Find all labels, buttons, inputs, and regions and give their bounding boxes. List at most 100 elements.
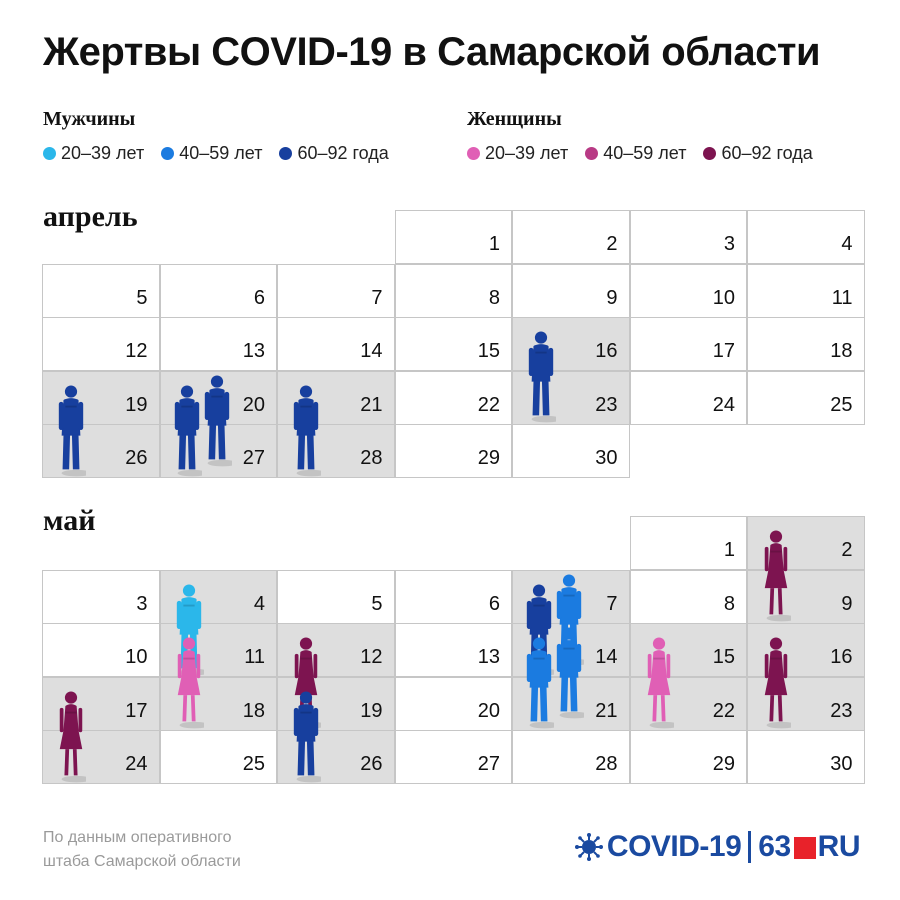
death-figure-icon: [172, 383, 208, 482]
legend-label: 20–39 лет: [61, 143, 145, 163]
calendar-day-cell: 23: [747, 676, 865, 731]
day-number: 20: [477, 699, 500, 722]
day-number: 14: [360, 340, 383, 362]
calendar-day-cell: 8: [394, 263, 512, 318]
calendar-day-cell: 18: [747, 317, 865, 371]
day-number: 23: [830, 699, 853, 722]
brand-logo: COVID-19 63 RU: [574, 830, 861, 864]
day-number: 7: [606, 592, 618, 615]
day-number: 16: [595, 340, 618, 362]
calendar-day-cell: 1: [629, 516, 747, 570]
day-number: 8: [723, 592, 735, 615]
calendar-day-cell: 7: [277, 263, 395, 318]
legend-item-women-40-59: 40–59 лет: [585, 143, 686, 164]
legend-dot-icon: [279, 147, 293, 160]
calendar-day-cell: 22: [394, 370, 512, 425]
day-number: 24: [125, 753, 148, 775]
death-figure-icon: [202, 373, 238, 472]
day-number: 22: [712, 699, 735, 722]
calendar-day-cell: 20: [394, 676, 512, 731]
legend-item-women-20-39: 20–39 лет: [467, 143, 568, 164]
day-number: 15: [712, 646, 735, 668]
day-number: 17: [712, 340, 735, 362]
calendar-day-cell: 15: [394, 317, 512, 371]
calendar-day-cell: 28: [512, 730, 630, 784]
calendar-day-cell: 29: [629, 730, 747, 784]
calendar-day-cell: 12: [42, 317, 160, 371]
day-number: 4: [841, 233, 853, 255]
calendar-day-cell: 17: [629, 317, 747, 371]
legend-item-men-20-39: 20–39 лет: [43, 143, 144, 164]
day-number: 25: [242, 753, 265, 775]
legend-label: 60–92 года: [721, 143, 813, 163]
legend-dot-icon: [585, 147, 599, 160]
calendar-day-cell: 3: [629, 210, 747, 264]
source-note-line1: По данным оперативного: [43, 829, 232, 846]
legend-dot-icon: [161, 147, 175, 160]
day-number: 29: [477, 447, 500, 469]
day-number: 11: [831, 286, 853, 309]
calendar-day-cell: 14: [277, 317, 395, 371]
day-number: 6: [488, 592, 500, 615]
virus-icon: [574, 833, 603, 861]
day-number: 3: [136, 592, 148, 615]
day-number: 9: [606, 286, 618, 309]
day-number: 5: [136, 286, 148, 309]
calendar-day-cell: 30: [747, 730, 865, 784]
month-label-may: май: [43, 504, 96, 537]
chart-title: Жертвы COVID-19 в Самарской области: [43, 30, 821, 74]
day-number: 5: [371, 592, 383, 615]
day-number: 22: [477, 393, 500, 416]
legend-women: Женщины 20–39 лет 40–59 лет 60–92 года: [467, 108, 813, 164]
calendar-day-cell: 10: [42, 623, 160, 677]
calendar-day-cell: 24: [629, 370, 747, 425]
calendar-day-cell: 30: [512, 424, 630, 478]
calendar-day-cell: 17: [42, 676, 160, 731]
legend-label: 40–59 лет: [603, 143, 687, 163]
legend-label: 60–92 года: [297, 143, 389, 163]
day-number: 15: [477, 340, 500, 362]
calendar-day-cell: 3: [42, 569, 160, 624]
calendar-day-cell: 24: [42, 730, 160, 784]
calendar-day-cell: 26: [277, 730, 395, 784]
calendar-day-cell: 26: [42, 424, 160, 478]
day-number: 12: [125, 340, 148, 362]
day-number: 18: [242, 699, 265, 722]
month-label-april: апрель: [43, 200, 138, 233]
calendar-day-cell: 23: [512, 370, 630, 425]
day-number: 11: [244, 646, 265, 668]
calendar-day-cell: 27: [394, 730, 512, 784]
logo-covid-text: COVID-19: [606, 830, 742, 863]
day-number: 28: [360, 447, 383, 469]
calendar-day-cell: 13: [394, 623, 512, 677]
day-number: 26: [360, 753, 383, 775]
calendar-day-cell: 8: [629, 569, 747, 624]
day-number: 26: [125, 447, 148, 469]
source-note-line2: штаба Самарской области: [43, 853, 241, 870]
calendar-day-cell: 1: [394, 210, 512, 264]
death-figure-icon: [56, 689, 92, 788]
day-number: 19: [360, 699, 383, 722]
calendar-day-cell: 29: [394, 424, 512, 478]
calendar-day-cell: 18: [159, 676, 277, 731]
death-figure-icon: [554, 625, 590, 724]
legend-label: 40–59 лет: [179, 143, 263, 163]
death-figure-icon: [526, 329, 562, 428]
legend-dot-icon: [467, 147, 480, 160]
death-figure-icon: [291, 383, 327, 482]
calendar-day-cell: 5: [42, 263, 160, 318]
day-number: 14: [595, 646, 618, 668]
day-number: 10: [125, 646, 148, 668]
source-note: По данным оперативного штаба Самарской о…: [43, 826, 241, 874]
day-number: 3: [723, 233, 735, 255]
day-number: 21: [595, 699, 618, 722]
day-number: 30: [830, 753, 853, 775]
calendar-day-cell: 25: [747, 370, 865, 425]
legend-men: Мужчины 20–39 лет 40–59 лет 60–92 года: [43, 108, 389, 164]
day-number: 27: [477, 753, 500, 775]
legend-men-title: Мужчины: [43, 108, 136, 130]
day-number: 4: [253, 592, 265, 615]
day-number: 19: [125, 393, 148, 416]
day-number: 1: [488, 233, 500, 255]
day-number: 12: [360, 646, 383, 668]
